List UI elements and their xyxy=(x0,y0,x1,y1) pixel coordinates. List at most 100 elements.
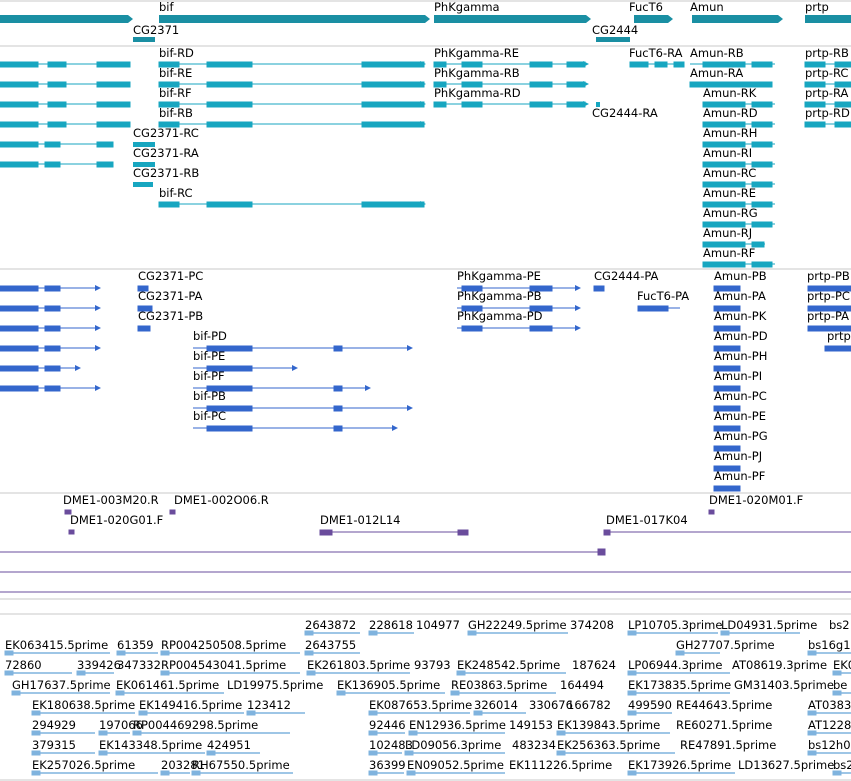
est-block[interactable] xyxy=(31,750,41,756)
est-block[interactable] xyxy=(160,650,170,656)
est-block[interactable] xyxy=(160,670,170,676)
est-block[interactable] xyxy=(115,690,125,696)
transcript-label: CG2371-RB xyxy=(133,166,199,180)
est-block[interactable] xyxy=(116,650,126,656)
est-block[interactable] xyxy=(206,750,216,756)
est-block[interactable] xyxy=(98,750,108,756)
protein-label: Amun-PH xyxy=(714,349,767,363)
est-block[interactable] xyxy=(138,710,148,716)
clone-label: DME1-017K04 xyxy=(606,513,688,527)
est-block[interactable] xyxy=(832,670,842,676)
est-block[interactable] xyxy=(160,770,170,776)
est-block[interactable] xyxy=(31,710,41,716)
transcript-label: FucT6-RA xyxy=(629,46,683,60)
transcript-label: Amun-RJ xyxy=(703,226,752,240)
est-block[interactable] xyxy=(76,670,86,676)
transcript-label: bif-RB xyxy=(159,106,193,120)
est-block[interactable] xyxy=(807,730,817,736)
est-block[interactable] xyxy=(4,650,14,656)
gene-label: Amun xyxy=(690,0,724,14)
est-block[interactable] xyxy=(368,770,378,776)
est-block[interactable] xyxy=(368,630,378,636)
gene-bar[interactable] xyxy=(692,15,783,23)
est-block[interactable] xyxy=(368,730,378,736)
protein-label: Amun-PC xyxy=(714,389,767,403)
est-label: bs16g1 xyxy=(808,638,851,652)
transcript-label: prtp-RB xyxy=(805,46,849,60)
est-block[interactable] xyxy=(404,750,414,756)
transcript-label: CG2371-RC xyxy=(133,126,199,140)
transcript-label: prtp-RC xyxy=(805,66,848,80)
est-label: EK087653.5prime xyxy=(369,698,472,712)
est-block[interactable] xyxy=(406,770,416,776)
gene-label: FucT6 xyxy=(629,0,663,14)
est-block[interactable] xyxy=(132,730,142,736)
est-block[interactable] xyxy=(306,670,316,676)
est-block[interactable] xyxy=(31,730,41,736)
est-block[interactable] xyxy=(368,750,378,756)
gene-bar[interactable] xyxy=(133,37,155,42)
protein-label: Amun-PD xyxy=(714,329,768,343)
est-block[interactable] xyxy=(98,730,108,736)
clone-label: DME1-020G01.F xyxy=(70,513,163,527)
est-block[interactable] xyxy=(627,770,637,776)
gene-bar[interactable] xyxy=(0,15,133,23)
gene-bar[interactable] xyxy=(159,15,430,23)
est-label: LP06944.3prime xyxy=(628,658,722,672)
est-block[interactable] xyxy=(11,690,21,696)
est-label: 347332 xyxy=(117,658,161,672)
est-block[interactable] xyxy=(627,630,637,636)
protein-label: FucT6-PA xyxy=(637,289,689,303)
est-block[interactable] xyxy=(627,710,637,716)
clone-label: DME1-003M20.R xyxy=(63,493,159,507)
est-block[interactable] xyxy=(675,650,685,656)
protein-label: prtp-PC xyxy=(807,289,850,303)
est-block[interactable] xyxy=(473,710,483,716)
est-block[interactable] xyxy=(368,710,378,716)
est-block[interactable] xyxy=(627,690,637,696)
est-block[interactable] xyxy=(31,770,41,776)
est-block[interactable] xyxy=(556,750,566,756)
est-label: 379315 xyxy=(32,738,76,752)
transcript-label: CG2371-RA xyxy=(133,146,199,160)
protein-label: Amun-PE xyxy=(714,409,766,423)
est-block[interactable] xyxy=(720,630,730,636)
transcript-label: bif-RF xyxy=(159,86,192,100)
est-block[interactable] xyxy=(408,730,418,736)
est-label: EN12936.5prime xyxy=(409,718,506,732)
est-label: EK063415.5prime xyxy=(5,638,108,652)
est-block[interactable] xyxy=(456,670,466,676)
protein-label: Amun-PF xyxy=(714,469,765,483)
est-block[interactable] xyxy=(4,670,14,676)
est-block[interactable] xyxy=(246,710,256,716)
est-label: RP004543041.5prime xyxy=(161,658,286,672)
gene-bar[interactable] xyxy=(634,15,673,23)
est-label: RP004469298.5prime xyxy=(133,718,258,732)
est-block[interactable] xyxy=(556,730,566,736)
gene-bar[interactable] xyxy=(596,37,630,42)
est-block[interactable] xyxy=(807,750,817,756)
est-block[interactable] xyxy=(627,670,637,676)
est-block[interactable] xyxy=(832,690,842,696)
est-label: 104977 xyxy=(416,618,460,632)
est-block[interactable] xyxy=(467,630,477,636)
est-label: bs2 xyxy=(829,618,850,632)
gene-bar[interactable] xyxy=(434,15,591,23)
est-block[interactable] xyxy=(304,650,314,656)
est-label: RP004250508.5prime xyxy=(161,638,286,652)
est-block[interactable] xyxy=(832,770,842,776)
est-label: EK261803.5prime xyxy=(307,658,410,672)
est-block[interactable] xyxy=(191,770,201,776)
est-label: GM31403.5prime xyxy=(734,678,834,692)
est-block[interactable] xyxy=(807,710,817,716)
gene-bar[interactable] xyxy=(805,15,851,23)
est-block[interactable] xyxy=(450,690,460,696)
est-block[interactable] xyxy=(807,650,817,656)
est-block[interactable] xyxy=(304,630,314,636)
est-label: EK0 xyxy=(833,658,851,672)
est-label: LD09056.3prime xyxy=(405,738,501,752)
est-block[interactable] xyxy=(336,690,346,696)
protein-label: prtp-PA xyxy=(807,309,849,323)
transcript-label: Amun-RI xyxy=(703,146,752,160)
protein-label: CG2371-PA xyxy=(138,289,203,303)
